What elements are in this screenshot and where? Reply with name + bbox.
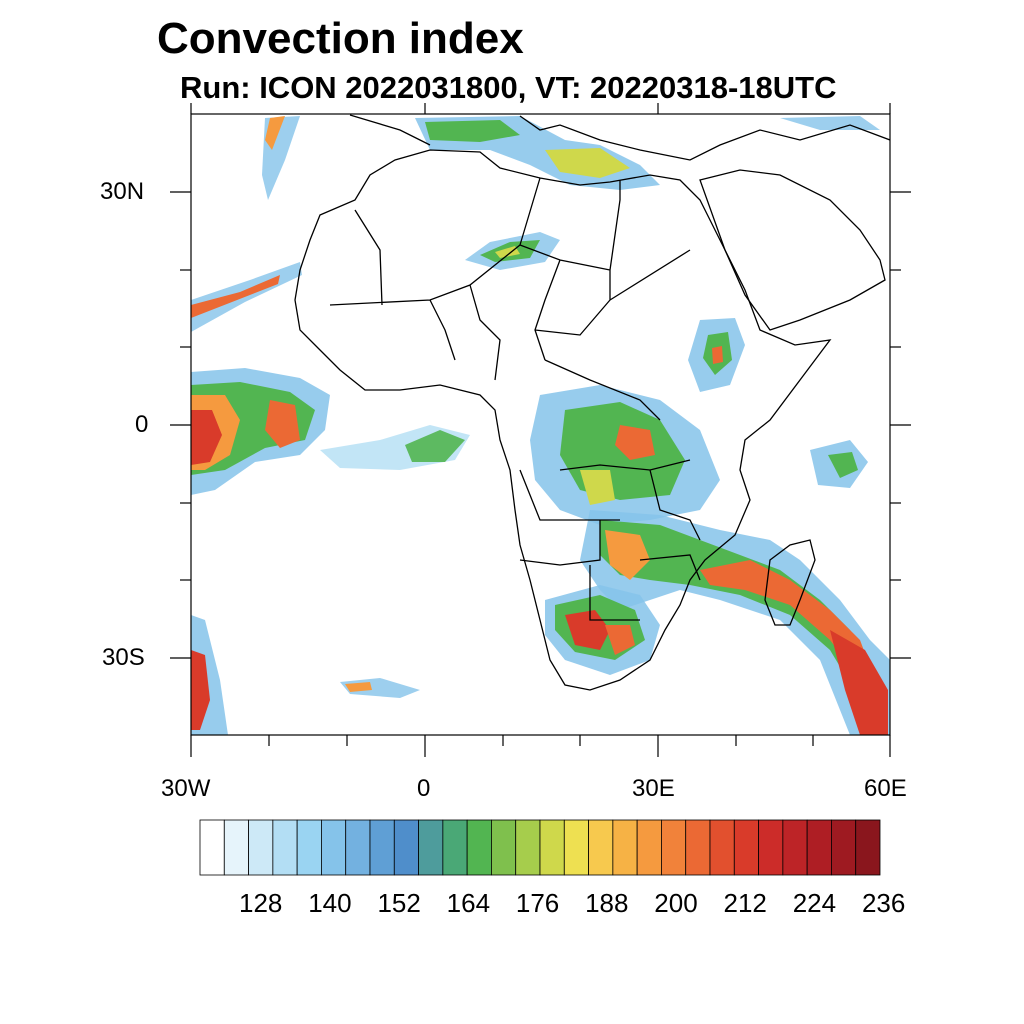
field-blob-southern-africa (830, 630, 888, 735)
colorbar-swatch (709, 819, 735, 876)
colorbar-swatch (466, 819, 492, 876)
colorbar-swatch (418, 819, 444, 876)
colorbar-swatch (248, 819, 274, 876)
field-blob-south-atlantic (345, 682, 372, 692)
colorbar-swatch (539, 819, 565, 876)
colorbar-swatch (272, 819, 298, 876)
colorbar-swatch (636, 819, 662, 876)
colorbar-swatch (612, 819, 638, 876)
plot-title: Convection index (157, 14, 524, 63)
colorbar-swatch (782, 819, 808, 876)
madagascar-coastline (764, 539, 816, 626)
colorbar-swatch (685, 819, 711, 876)
colorbar-swatch (588, 819, 614, 876)
arabia-coastline (699, 169, 886, 331)
axis-ticks (170, 103, 911, 757)
colorbar-swatch (223, 819, 249, 876)
lat-label-30n: 30N (100, 178, 145, 205)
field-blob-atlantic (405, 430, 465, 462)
lon-label-60e: 60E (864, 775, 907, 802)
field-blob-mediterranean (545, 148, 630, 178)
field-blob-ethiopia (712, 346, 723, 364)
colorbar-swatch (806, 819, 832, 876)
lon-label-30w: 30W (161, 775, 211, 802)
field-blob-nw-atlantic (191, 275, 280, 318)
colorbar-swatch (296, 819, 322, 876)
lat-label-30s: 30S (102, 644, 145, 671)
colorbar-swatch (369, 819, 395, 876)
run-info-subtitle: Run: ICON 2022031800, VT: 20220318-18UTC (180, 70, 837, 105)
colorbar-swatch (393, 819, 419, 876)
convection-field (191, 116, 890, 735)
colorbar-tick-label: 200 (654, 888, 698, 918)
colorbar-tick-label: 176 (515, 888, 560, 918)
colorbar-tick-label: 224 (792, 888, 837, 918)
coastlines (294, 114, 890, 691)
europe-coastline (349, 114, 890, 161)
colorbar-tick-label: 140 (308, 888, 352, 918)
colorbar-tick-label: 212 (723, 888, 767, 918)
field-blob-south-africa (605, 625, 635, 655)
colorbar-swatch (661, 819, 687, 876)
colorbar-swatch (345, 819, 371, 876)
colorbar-swatch (491, 819, 517, 876)
colorbar-swatch (733, 819, 759, 876)
field-blob-central-africa (580, 470, 615, 505)
field-blob-southern-africa (605, 530, 650, 580)
colorbar-swatch (855, 819, 881, 876)
field-blob-central-africa (615, 425, 655, 460)
lat-label-0: 0 (135, 411, 149, 438)
field-blob-indian-ocean (828, 452, 858, 478)
colorbar-swatch (199, 819, 225, 876)
colorbar-tick-label: 128 (239, 888, 283, 918)
colorbar-swatch (758, 819, 784, 876)
field-blob-nw-atlantic (265, 116, 285, 150)
colorbar-tick-label: 236 (861, 888, 906, 918)
colorbar-swatch (321, 819, 347, 876)
field-blob-nw-atlantic (191, 262, 302, 332)
colorbar-swatch (563, 819, 589, 876)
field-blob-atlantic (191, 410, 222, 465)
colorbar-tick-label: 164 (446, 888, 491, 918)
colorbar-tick-label: 152 (377, 888, 421, 918)
colorbar (199, 819, 881, 876)
africa-coastline (294, 149, 832, 691)
field-blob-sahara (495, 246, 520, 258)
lon-label-0: 0 (417, 775, 431, 802)
field-blob-mediterranean (425, 120, 520, 142)
colorbar-swatch (831, 819, 857, 876)
country-border (329, 177, 701, 621)
field-blob-southern-africa (600, 520, 880, 700)
colorbar-swatch (442, 819, 468, 876)
field-blob-atlantic (265, 400, 300, 448)
field-blob-south-atlantic (191, 650, 210, 730)
lon-label-30e: 30E (632, 775, 675, 802)
colorbar-tick-label: 188 (585, 888, 629, 918)
colorbar-swatch (515, 819, 541, 876)
field-blob-mediterranean (780, 116, 880, 130)
